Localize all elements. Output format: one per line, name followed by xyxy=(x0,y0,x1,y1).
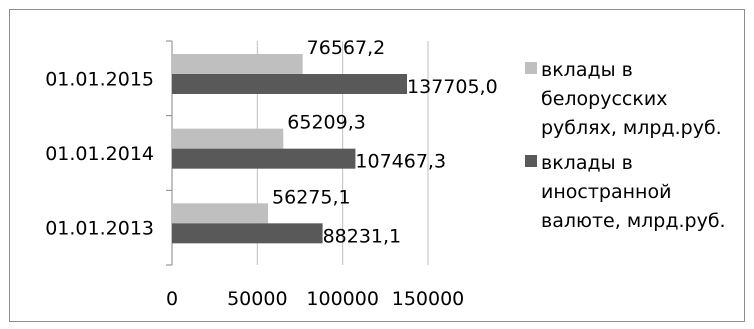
category-label: 01.01.2014 xyxy=(45,143,154,165)
bars xyxy=(172,54,408,244)
legend: вклады в белорусских рублях, млрд.руб. вкла… xyxy=(525,59,726,232)
bar xyxy=(172,203,269,224)
bar xyxy=(172,74,408,94)
bar xyxy=(172,148,356,169)
data-label: 107467,3 xyxy=(355,151,446,173)
data-label: 137705,0 xyxy=(407,76,498,98)
bar xyxy=(172,54,303,74)
bar xyxy=(172,128,284,149)
category-labels: 01.01.2013 01.01.2014 01.01.2015 xyxy=(45,68,154,239)
data-label: 65209,3 xyxy=(287,112,366,134)
category-label: 01.01.2015 xyxy=(45,68,154,90)
category-label: 01.01.2013 xyxy=(45,218,154,240)
x-tick-label: 100000 xyxy=(306,288,379,310)
legend-label: рублях, млрд.руб. xyxy=(541,117,722,139)
legend-label: вклады в xyxy=(541,152,633,174)
x-tick-label: 150000 xyxy=(392,288,465,310)
data-label: 76567,2 xyxy=(307,37,386,59)
legend-label: валюте, млрд.руб. xyxy=(541,210,726,232)
bar xyxy=(172,223,323,244)
legend-label: белорусских xyxy=(541,88,667,110)
data-label: 88231,1 xyxy=(323,225,402,247)
data-label: 56275,1 xyxy=(272,186,351,208)
legend-label: иностранной xyxy=(541,181,671,203)
x-tick-label: 50000 xyxy=(227,288,287,310)
data-labels: 56275,1 88231,1 65209,3 107467,3 76567,2 1377… xyxy=(272,37,498,247)
tick-labels: 0 50000 100000 150000 xyxy=(166,288,464,310)
axes xyxy=(166,40,173,266)
x-tick-label: 0 xyxy=(166,288,178,310)
legend-label: вклады в xyxy=(541,59,633,81)
legend-swatch xyxy=(525,62,537,74)
legend-swatch xyxy=(525,155,537,167)
chart-frame xyxy=(9,9,745,322)
